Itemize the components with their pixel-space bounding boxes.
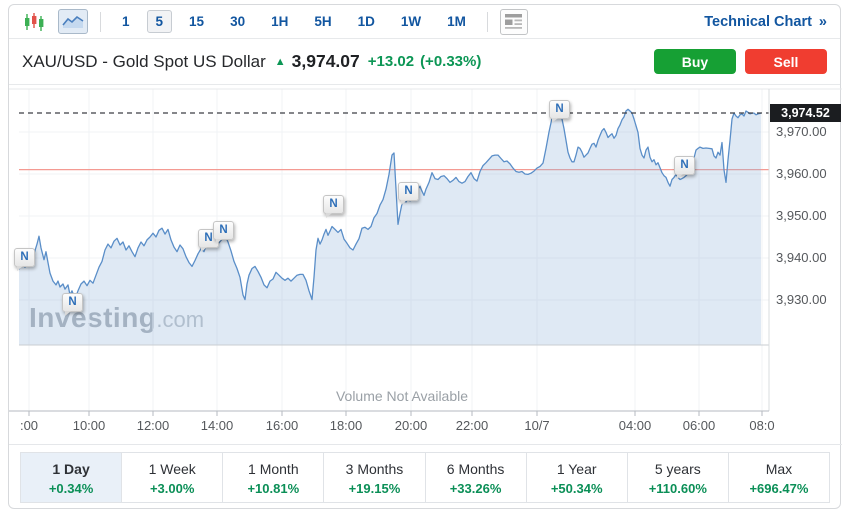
- tab-change-percent: +0.34%: [48, 481, 94, 496]
- investing-watermark: Investing.com: [29, 302, 205, 333]
- y-axis-label: 3,960.00: [776, 166, 827, 181]
- tab-1-month[interactable]: 1 Month +10.81%: [222, 452, 325, 503]
- tabs-divider: [9, 444, 842, 445]
- toolbar-separator: [486, 11, 488, 32]
- technical-chart-label: Technical Chart: [704, 13, 812, 30]
- x-axis-label: 12:00: [136, 418, 170, 433]
- x-axis-label: 10:00: [72, 418, 106, 433]
- volume-note: Volume Not Available: [335, 388, 469, 404]
- x-axis-label: 18:00: [329, 418, 363, 433]
- tab-3-months[interactable]: 3 Months +19.15%: [323, 452, 426, 503]
- y-axis-label: 3,950.00: [776, 208, 827, 223]
- up-arrow-icon: ▲: [274, 55, 286, 68]
- tab-label: 1 Month: [248, 461, 299, 477]
- x-axis-label: :00: [19, 418, 39, 433]
- tab-1-day[interactable]: 1 Day +0.34%: [20, 452, 123, 503]
- tab-label: 6 Months: [446, 461, 505, 477]
- x-axis-label: 04:00: [618, 418, 652, 433]
- tab-label: 1 Year: [556, 461, 597, 477]
- x-axis-label: 10/7: [524, 418, 550, 433]
- x-axis-label: 14:00: [200, 418, 234, 433]
- y-axis-label: 3,970.00: [776, 124, 827, 139]
- tab-label: 3 Months: [345, 461, 404, 477]
- news-marker[interactable]: N: [62, 293, 83, 316]
- interval-button-15[interactable]: 15: [189, 14, 205, 29]
- interval-button-1D[interactable]: 1D: [357, 14, 375, 29]
- performance-tabs: 1 Day +0.34% 1 Week +3.00% 1 Month +10.81% 3 M…: [20, 452, 830, 503]
- tab-change-percent: +33.26%: [449, 481, 502, 496]
- x-axis-label: 06:00: [682, 418, 716, 433]
- tab-max[interactable]: Max +696.47%: [727, 452, 830, 503]
- news-marker[interactable]: N: [213, 221, 234, 244]
- news-marker[interactable]: N: [198, 229, 219, 252]
- toolbar-separator: [100, 11, 101, 32]
- news-layout-icon[interactable]: [499, 8, 528, 35]
- sell-button[interactable]: Sell: [745, 49, 827, 74]
- news-marker[interactable]: N: [549, 100, 570, 123]
- tab-1-year[interactable]: 1 Year +50.34%: [525, 452, 628, 503]
- tab-change-percent: +110.60%: [648, 481, 707, 496]
- candlestick-chart-icon[interactable]: [22, 10, 46, 34]
- tab-change-percent: +50.34%: [550, 481, 603, 496]
- chevron-right-icon: »: [818, 13, 827, 30]
- price-change: +13.02: [367, 53, 415, 70]
- last-price: 3,974.07: [291, 51, 360, 71]
- tab-change-percent: +19.15%: [348, 481, 401, 496]
- interval-button-1H[interactable]: 1H: [271, 14, 289, 29]
- interval-button-5[interactable]: 5: [146, 10, 173, 33]
- instrument-header: XAU/USD - Gold Spot US Dollar ▲ 3,974.07…: [9, 39, 840, 85]
- interval-buttons: 1 5 15 30 1H 5H 1D 1W 1M: [113, 10, 475, 33]
- news-marker[interactable]: N: [398, 182, 419, 205]
- interval-button-1M[interactable]: 1M: [447, 14, 466, 29]
- tab-change-percent: +3.00%: [149, 481, 195, 496]
- chart-widget: 1 5 15 30 1H 5H 1D 1W 1M Technical Chart » XAU/U…: [8, 4, 842, 509]
- y-axis-label: 3,940.00: [776, 250, 827, 265]
- interval-button-5H[interactable]: 5H: [314, 14, 332, 29]
- area-chart-icon[interactable]: [58, 9, 88, 34]
- news-marker[interactable]: N: [323, 195, 344, 218]
- news-marker[interactable]: N: [674, 156, 695, 179]
- chart-toolbar: 1 5 15 30 1H 5H 1D 1W 1M Technical Chart »: [9, 5, 840, 39]
- interval-button-1W[interactable]: 1W: [400, 14, 422, 29]
- interval-button-1[interactable]: 1: [122, 14, 130, 29]
- x-axis-label: 16:00: [265, 418, 299, 433]
- tab-label: Max: [765, 461, 793, 477]
- x-axis-label: 08:0: [749, 418, 775, 433]
- x-axis-label: 20:00: [394, 418, 428, 433]
- interval-button-30[interactable]: 30: [230, 14, 246, 29]
- tab-label: 5 years: [654, 461, 701, 477]
- technical-chart-link[interactable]: Technical Chart »: [704, 14, 827, 30]
- tab-6-months[interactable]: 6 Months +33.26%: [424, 452, 527, 503]
- tab-label: 1 Day: [52, 461, 90, 477]
- page-title: XAU/USD - Gold Spot US Dollar: [22, 51, 266, 71]
- tab-5-years[interactable]: 5 years +110.60%: [626, 452, 729, 503]
- news-marker[interactable]: N: [14, 248, 35, 271]
- tab-change-percent: +696.47%: [749, 481, 809, 496]
- y-axis-label: 3,930.00: [776, 292, 827, 307]
- tab-change-percent: +10.81%: [247, 481, 300, 496]
- tab-label: 1 Week: [148, 461, 196, 477]
- last-price-badge: 3,974.52: [770, 104, 841, 123]
- price-change-percent: (+0.33%): [420, 53, 482, 70]
- x-axis-label: 22:00: [455, 418, 489, 433]
- tab-1-week[interactable]: 1 Week +3.00%: [121, 452, 224, 503]
- buy-button[interactable]: Buy: [654, 49, 736, 74]
